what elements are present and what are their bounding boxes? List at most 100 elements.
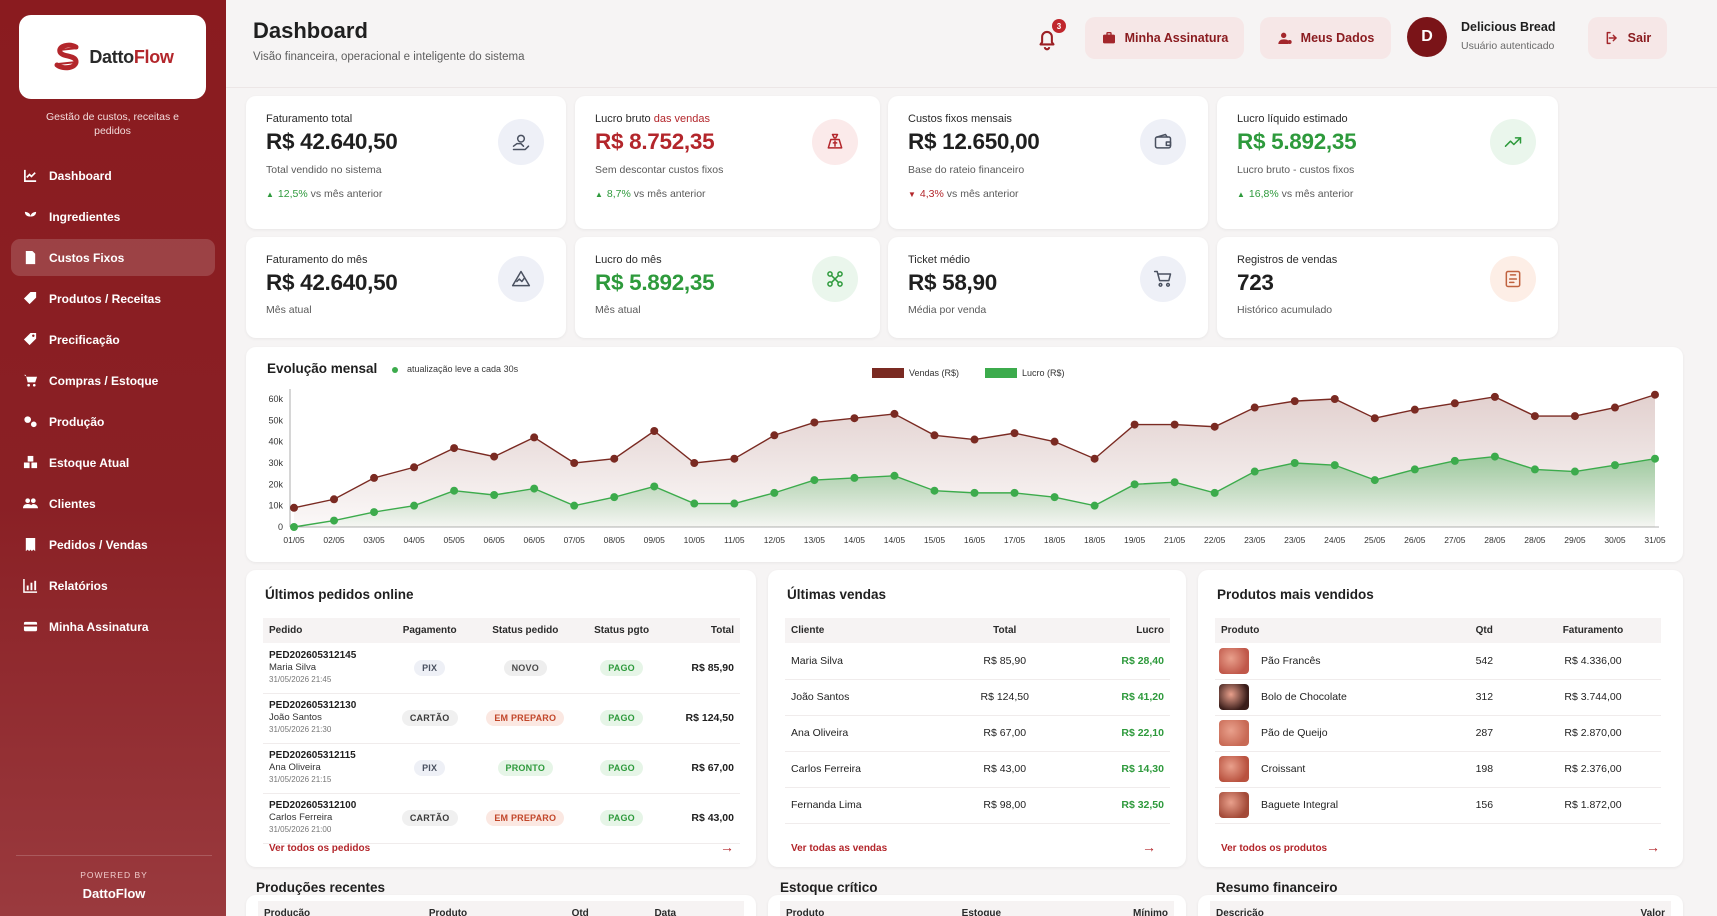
table-row[interactable]: Carlos Ferreira R$ 43,00 R$ 14,30	[785, 751, 1170, 787]
data-point[interactable]	[530, 433, 539, 442]
column-header[interactable]: Data	[648, 901, 744, 916]
data-point[interactable]	[490, 452, 499, 461]
data-point[interactable]	[1330, 395, 1339, 403]
data-point[interactable]	[330, 516, 339, 525]
table-row[interactable]: PED202605312145 Maria Silva 31/05/2026 21:…	[263, 643, 740, 693]
data-point[interactable]	[930, 486, 939, 495]
sidebar-item-precifica-o[interactable]: Precificação	[11, 321, 215, 358]
column-header[interactable]: Qtd	[565, 901, 649, 916]
data-point[interactable]	[1010, 429, 1019, 438]
data-point[interactable]	[290, 503, 298, 512]
data-point[interactable]	[1370, 476, 1379, 485]
data-point[interactable]	[1651, 454, 1659, 463]
sidebar-item-produtos-receitas[interactable]: Produtos / Receitas	[11, 280, 215, 317]
data-point[interactable]	[810, 418, 819, 427]
data-point[interactable]	[1370, 414, 1379, 423]
data-point[interactable]	[1290, 459, 1299, 467]
data-point[interactable]	[890, 471, 899, 480]
subscription-button[interactable]: Minha Assinatura	[1085, 17, 1244, 59]
data-point[interactable]	[850, 473, 859, 482]
column-header[interactable]: Total	[945, 618, 1064, 643]
data-point[interactable]	[730, 499, 739, 508]
data-point[interactable]	[1250, 403, 1259, 412]
column-header[interactable]: Lucro	[1063, 618, 1170, 643]
column-header[interactable]: Status pedido	[471, 618, 580, 643]
table-row[interactable]: PED202605312115 Ana Oliveira 31/05/2026 21…	[263, 743, 740, 793]
data-point[interactable]	[570, 459, 579, 467]
data-point[interactable]	[970, 488, 979, 497]
data-point[interactable]	[690, 499, 699, 508]
data-point[interactable]	[1170, 478, 1179, 487]
column-header[interactable]: Descrição	[1210, 901, 1497, 916]
orders-view-all-link[interactable]: Ver todos os pedidos	[269, 843, 371, 854]
table-row[interactable]: Bolo de Chocolate 312 R$ 3.744,00	[1215, 679, 1661, 715]
data-point[interactable]	[410, 463, 419, 472]
data-point[interactable]	[1010, 488, 1019, 497]
data-point[interactable]	[770, 488, 779, 497]
data-point[interactable]	[1530, 465, 1539, 474]
data-point[interactable]	[1610, 461, 1619, 470]
column-header[interactable]: Produção	[258, 901, 423, 916]
sidebar-item-dashboard[interactable]: Dashboard	[11, 157, 215, 194]
sidebar-item-clientes[interactable]: Clientes	[11, 485, 215, 522]
table-row[interactable]: Croissant 198 R$ 2.376,00	[1215, 751, 1661, 787]
table-row[interactable]: João Santos R$ 124,50 R$ 41,20	[785, 679, 1170, 715]
sidebar-item-relat-rios[interactable]: Relatórios	[11, 567, 215, 604]
data-point[interactable]	[1290, 397, 1299, 406]
data-point[interactable]	[1570, 412, 1579, 421]
data-point[interactable]	[1490, 392, 1499, 401]
data-point[interactable]	[1330, 461, 1339, 470]
sidebar-item-produ-o[interactable]: Produção	[11, 403, 215, 440]
column-header[interactable]: Valor	[1496, 901, 1671, 916]
sidebar-item-minha-assinatura[interactable]: Minha Assinatura	[11, 608, 215, 645]
data-point[interactable]	[850, 414, 859, 423]
data-point[interactable]	[1651, 390, 1659, 399]
table-row[interactable]: Maria Silva R$ 85,90 R$ 28,40	[785, 643, 1170, 679]
data-point[interactable]	[890, 409, 899, 418]
products-arrow-icon[interactable]: →	[1646, 839, 1660, 855]
data-point[interactable]	[450, 486, 459, 495]
column-header[interactable]: Estoque	[913, 901, 1050, 916]
data-point[interactable]	[610, 493, 619, 502]
table-row[interactable]: Baguete Integral 156 R$ 1.872,00	[1215, 787, 1661, 823]
column-header[interactable]: Qtd	[1469, 618, 1525, 643]
my-data-button[interactable]: Meus Dados	[1260, 17, 1391, 59]
sidebar-item-estoque-atual[interactable]: Estoque Atual	[11, 444, 215, 481]
data-point[interactable]	[1250, 467, 1259, 476]
data-point[interactable]	[570, 501, 579, 510]
table-row[interactable]: Fernanda Lima R$ 98,00 R$ 32,50	[785, 787, 1170, 823]
data-point[interactable]	[370, 473, 379, 482]
column-header[interactable]: Status pgto	[579, 618, 664, 643]
column-header[interactable]: Produto	[780, 901, 914, 916]
table-row[interactable]: Pão Francês 542 R$ 4.336,00	[1215, 643, 1661, 679]
table-row[interactable]: Pão de Queijo 287 R$ 2.870,00	[1215, 715, 1661, 751]
column-header[interactable]: Cliente	[785, 618, 946, 643]
data-point[interactable]	[1570, 467, 1579, 476]
data-point[interactable]	[650, 482, 659, 491]
data-point[interactable]	[330, 495, 339, 504]
orders-arrow-icon[interactable]: →	[720, 839, 734, 855]
data-point[interactable]	[1090, 501, 1099, 510]
brand-logo[interactable]: DattoFlow	[19, 15, 206, 99]
data-point[interactable]	[770, 431, 779, 440]
data-point[interactable]	[290, 523, 298, 531]
sidebar-item-ingredientes[interactable]: Ingredientes	[11, 198, 215, 235]
data-point[interactable]	[410, 501, 419, 510]
data-point[interactable]	[1210, 488, 1219, 497]
column-header[interactable]: Pedido	[263, 618, 389, 643]
products-view-all-link[interactable]: Ver todos os produtos	[1221, 843, 1328, 854]
sidebar-item-compras-estoque[interactable]: Compras / Estoque	[11, 362, 215, 399]
sidebar-item-custos-fixos[interactable]: Custos Fixos	[11, 239, 215, 276]
data-point[interactable]	[450, 444, 459, 453]
column-header[interactable]: Faturamento	[1524, 618, 1661, 643]
column-header[interactable]: Total	[663, 618, 740, 643]
column-header[interactable]: Produto	[1215, 618, 1470, 643]
column-header[interactable]: Mínimo	[1049, 901, 1174, 916]
data-point[interactable]	[1130, 480, 1139, 489]
data-point[interactable]	[1130, 420, 1139, 429]
data-point[interactable]	[970, 435, 979, 444]
data-point[interactable]	[1450, 456, 1459, 465]
data-point[interactable]	[1410, 405, 1419, 414]
bell-icon[interactable]	[1034, 26, 1060, 52]
data-point[interactable]	[1530, 412, 1539, 421]
